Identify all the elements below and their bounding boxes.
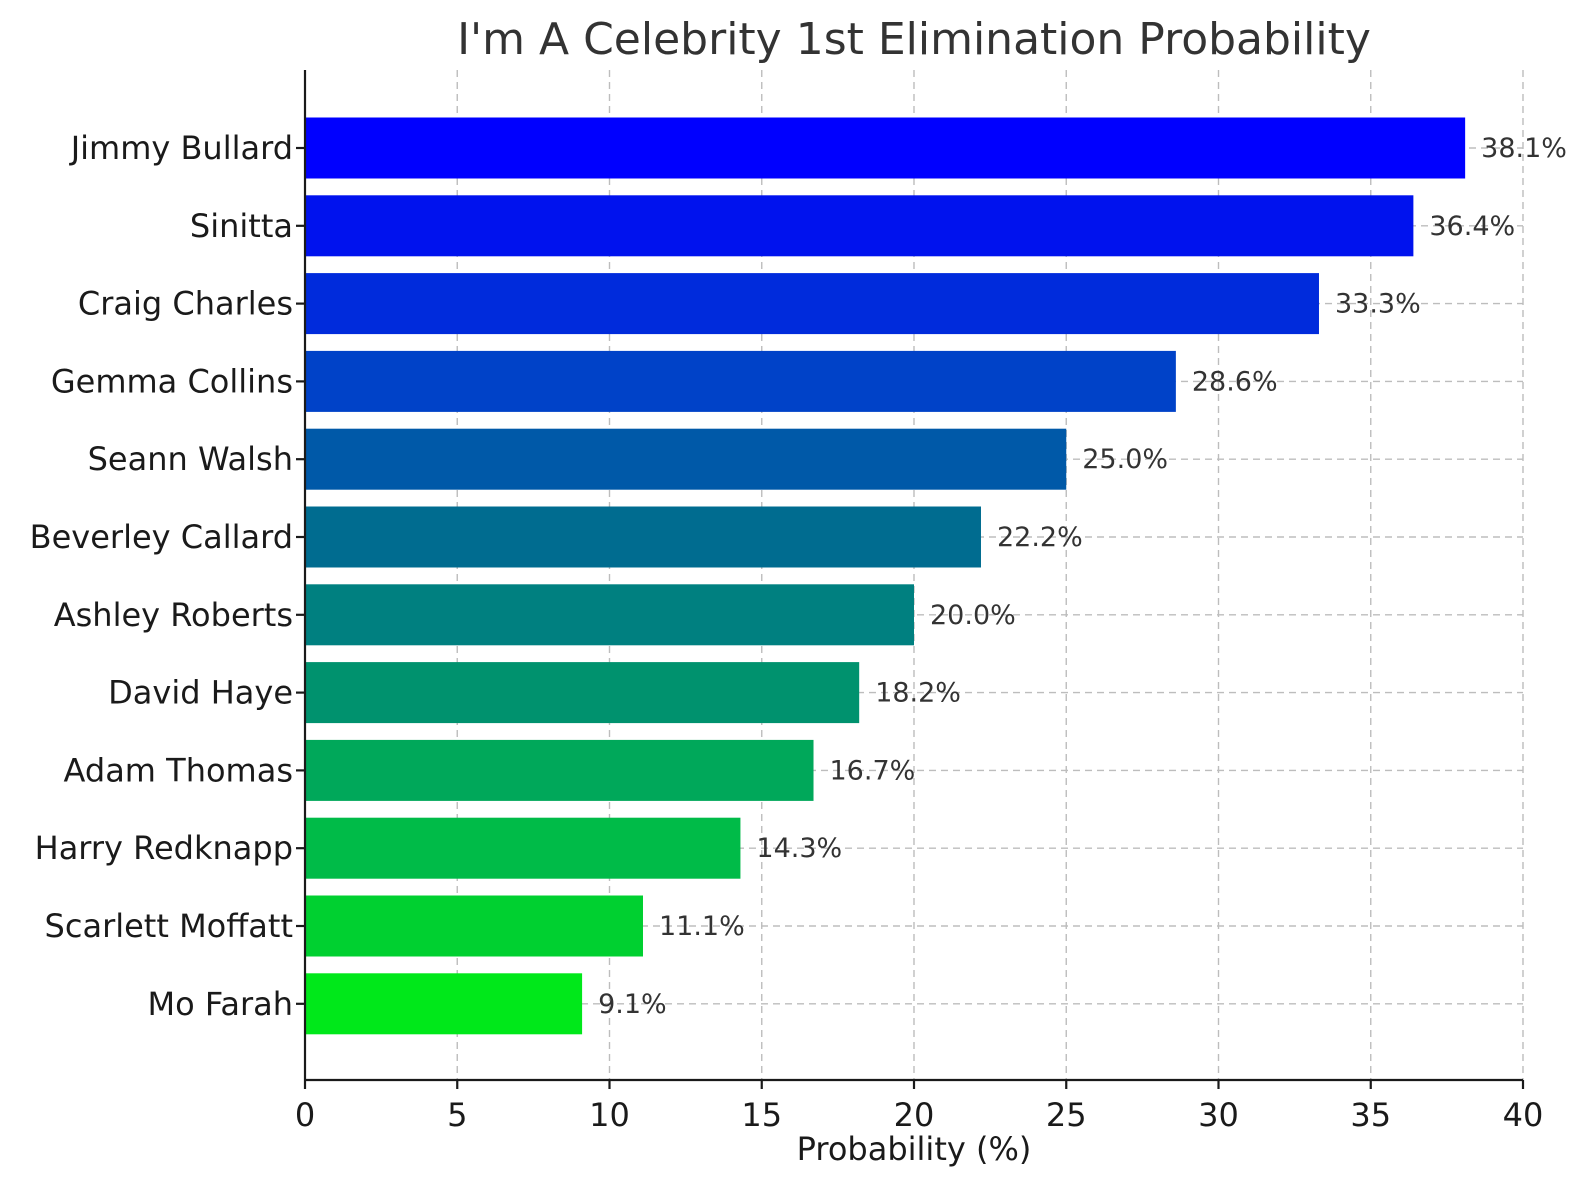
bars: [305, 117, 1466, 1035]
x-tick-label: 0: [295, 1096, 315, 1134]
bar: [305, 506, 981, 568]
category-label: Ashley Roberts: [54, 596, 293, 634]
x-tick-label: 10: [589, 1096, 630, 1134]
x-tick-label: 35: [1350, 1096, 1391, 1134]
bar: [305, 350, 1176, 412]
bar: [305, 739, 814, 801]
bar: [305, 895, 643, 957]
data-label: 9.1%: [598, 989, 667, 1020]
bar: [305, 973, 583, 1035]
data-label: 22.2%: [997, 522, 1083, 553]
x-tick-label: 40: [1503, 1096, 1544, 1134]
data-label: 28.6%: [1192, 366, 1278, 397]
category-label: Craig Charles: [78, 285, 293, 323]
category-label: Harry Redknapp: [35, 829, 293, 867]
x-axis-label: Probability (%): [797, 1130, 1032, 1168]
category-label: Jimmy Bullard: [69, 129, 293, 167]
data-label: 33.3%: [1335, 289, 1421, 320]
category-label: Gemma Collins: [51, 362, 293, 400]
data-label: 16.7%: [830, 755, 916, 786]
x-tick-label: 15: [741, 1096, 782, 1134]
bar: [305, 195, 1414, 257]
category-label: Scarlett Moffatt: [45, 907, 293, 945]
data-label: 36.4%: [1429, 211, 1515, 242]
chart-title: I'm A Celebrity 1st Elimination Probabil…: [457, 14, 1371, 65]
category-label: Mo Farah: [148, 985, 293, 1023]
category-label: David Haye: [108, 674, 293, 712]
bar: [305, 273, 1319, 335]
x-tick-label: 5: [447, 1096, 467, 1134]
data-label: 25.0%: [1082, 444, 1168, 475]
data-label: 11.1%: [659, 911, 745, 942]
category-label: Adam Thomas: [64, 751, 293, 789]
bar: [305, 428, 1067, 490]
bar: [305, 117, 1466, 179]
bar: [305, 584, 914, 646]
category-label: Seann Walsh: [88, 440, 293, 478]
category-label: Beverley Callard: [30, 518, 293, 556]
bar: [305, 662, 860, 724]
data-label: 14.3%: [756, 833, 842, 864]
data-label: 18.2%: [875, 678, 961, 709]
labels: 0 5 10 15 20 25 30 35 40 Jimmy Bullard 38.1% Sinitt…: [30, 129, 1567, 1134]
x-tick-label: 25: [1046, 1096, 1087, 1134]
bar: [305, 817, 741, 879]
x-tick-label: 30: [1198, 1096, 1239, 1134]
x-tick-label: 20: [894, 1096, 935, 1134]
data-label: 38.1%: [1481, 133, 1567, 164]
data-label: 20.0%: [930, 600, 1016, 631]
category-label: Sinitta: [190, 207, 293, 245]
